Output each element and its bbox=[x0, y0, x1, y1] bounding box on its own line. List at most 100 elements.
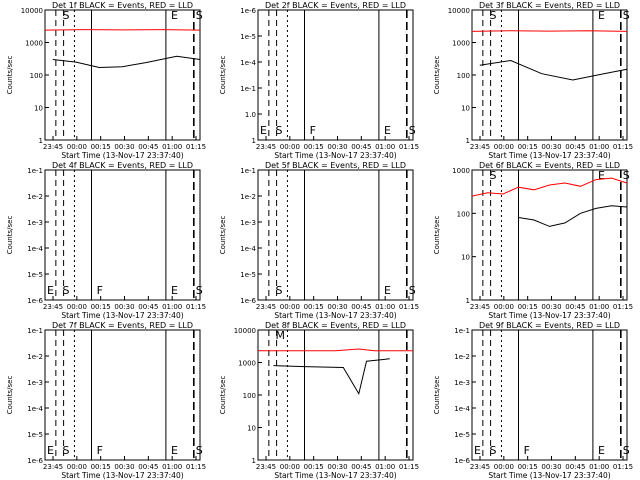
y-tick-label: 100 bbox=[243, 392, 256, 400]
marker-label: S bbox=[623, 444, 630, 457]
x-tick-label: 00:15 bbox=[518, 463, 538, 471]
x-tick-label: 00:00 bbox=[280, 303, 300, 311]
y-tick-label: 1e-4 bbox=[240, 59, 256, 67]
y-tick-label: 1e-3 bbox=[454, 379, 470, 387]
marker-label: S bbox=[63, 9, 70, 22]
y-tick-label: 1e-3 bbox=[27, 379, 43, 387]
x-tick-label: 00:45 bbox=[351, 463, 371, 471]
y-axis-label: Counts/sec bbox=[433, 216, 441, 255]
plot-frame bbox=[257, 329, 414, 461]
y-tick-label: 1e-2 bbox=[454, 353, 470, 361]
y-axis-label: Counts/sec bbox=[6, 216, 14, 255]
chart-title: Det 3f BLACK = Events, RED = LLD bbox=[479, 1, 620, 10]
y-tick-label: 1e-1 bbox=[27, 167, 43, 175]
y-tick-label: 10 bbox=[461, 105, 470, 113]
marker-label: E bbox=[474, 444, 481, 457]
y-tick-label: 1 bbox=[39, 137, 43, 145]
marker-label: E bbox=[384, 284, 391, 297]
marker-label: M bbox=[276, 329, 286, 342]
x-tick-label: 23:45 bbox=[470, 463, 490, 471]
marker-label: S bbox=[276, 124, 283, 137]
y-tick-label: 1e-2 bbox=[27, 353, 43, 361]
chart-panel-2: Det 2f BLACK = Events, RED = LLD Counts/s… bbox=[219, 1, 419, 160]
x-tick-label: 01:00 bbox=[589, 143, 609, 151]
x-tick-label: 23:45 bbox=[256, 303, 276, 311]
y-tick-label: 1e-4 bbox=[27, 405, 43, 413]
y-tick-label: 1000 bbox=[25, 40, 43, 48]
y-tick-label: 10000 bbox=[448, 7, 470, 15]
x-tick-label: 00:45 bbox=[565, 463, 585, 471]
chart-title: Det 1f BLACK = Events, RED = LLD bbox=[52, 1, 193, 10]
x-tick-label: 00:15 bbox=[304, 303, 324, 311]
chart-panel-5: Det 5f BLACK = Events, RED = LLD Counts/s… bbox=[219, 161, 419, 320]
x-tick-label: 01:15 bbox=[186, 303, 206, 311]
x-tick-label: 01:15 bbox=[186, 143, 206, 151]
y-tick-label: 1e-5 bbox=[240, 271, 256, 279]
marker-label: E bbox=[260, 124, 267, 137]
y-tick-label: 1e-1 bbox=[27, 327, 43, 335]
x-tick-label: 00:00 bbox=[494, 463, 514, 471]
x-tick-label: 00:30 bbox=[327, 463, 347, 471]
x-tick-label: 00:30 bbox=[327, 303, 347, 311]
plot-frame bbox=[44, 329, 201, 461]
x-tick-label: 00:45 bbox=[138, 143, 158, 151]
x-tick-label: 00:30 bbox=[541, 303, 561, 311]
series-line bbox=[273, 358, 390, 396]
x-tick-label: 00:45 bbox=[138, 303, 158, 311]
plot-frame bbox=[257, 169, 414, 301]
x-tick-label: 00:45 bbox=[565, 143, 585, 151]
y-tick-label: 1e-6 bbox=[240, 297, 256, 305]
marker-label: F bbox=[97, 444, 103, 457]
plot-frame bbox=[44, 169, 201, 301]
x-tick-label: 00:00 bbox=[494, 143, 514, 151]
y-tick-label: 1e-1 bbox=[240, 167, 256, 175]
x-tick-label: 00:15 bbox=[91, 143, 111, 151]
x-tick-label: 00:00 bbox=[67, 143, 87, 151]
marker-label: E bbox=[384, 124, 391, 137]
x-tick-label: 00:45 bbox=[351, 303, 371, 311]
chart-panel-8: Det 8f BLACK = Events, RED = LLD Counts/s… bbox=[219, 321, 419, 480]
x-tick-label: 23:45 bbox=[256, 463, 276, 471]
x-tick-label: 00:15 bbox=[518, 303, 538, 311]
x-tick-label: 01:15 bbox=[613, 463, 633, 471]
y-axis-label: Counts/sec bbox=[433, 376, 441, 415]
y-tick-label: 10000 bbox=[21, 7, 43, 15]
x-axis-label: Start Time (13-Nov-17 23:37:40) bbox=[488, 471, 610, 480]
y-tick-label: 1e-3 bbox=[27, 219, 43, 227]
y-tick-label: 1e-5 bbox=[27, 271, 43, 279]
marker-label: S bbox=[196, 444, 203, 457]
y-tick-label: 1.0 bbox=[245, 111, 256, 119]
x-axis-label: Start Time (13-Nov-17 23:37:40) bbox=[488, 151, 610, 160]
series-line bbox=[471, 30, 628, 32]
chart-title: Det 7f BLACK = Events, RED = LLD bbox=[52, 321, 193, 330]
marker-label: E bbox=[171, 284, 178, 297]
y-tick-label: 1 bbox=[252, 137, 256, 145]
x-tick-label: 00:00 bbox=[494, 303, 514, 311]
x-tick-label: 00:45 bbox=[565, 303, 585, 311]
y-tick-label: 1e-4 bbox=[27, 245, 43, 253]
x-tick-label: 00:30 bbox=[541, 143, 561, 151]
x-tick-label: 01:00 bbox=[162, 303, 182, 311]
x-tick-label: 23:45 bbox=[256, 143, 276, 151]
x-tick-label: 01:15 bbox=[613, 303, 633, 311]
marker-label: S bbox=[490, 9, 497, 22]
x-axis-label: Start Time (13-Nov-17 23:37:40) bbox=[274, 471, 396, 480]
marker-label: F bbox=[97, 284, 103, 297]
x-tick-label: 00:30 bbox=[541, 463, 561, 471]
y-tick-label: 1000 bbox=[452, 40, 470, 48]
y-tick-label: 1000 bbox=[238, 360, 256, 368]
y-tick-label: 1000 bbox=[452, 167, 470, 175]
chart-title: Det 6f BLACK = Events, RED = LLD bbox=[479, 161, 620, 170]
y-axis-label: Counts/sec bbox=[219, 376, 227, 415]
x-tick-label: 01:00 bbox=[375, 303, 395, 311]
chart-title: Det 5f BLACK = Events, RED = LLD bbox=[265, 161, 406, 170]
x-axis-label: Start Time (13-Nov-17 23:37:40) bbox=[61, 311, 183, 320]
marker-label: S bbox=[490, 169, 497, 182]
chart-panel-4: Det 4f BLACK = Events, RED = LLD Counts/s… bbox=[6, 161, 206, 320]
y-tick-label: 1e-4 bbox=[240, 245, 256, 253]
series-line bbox=[44, 29, 201, 31]
x-tick-label: 01:15 bbox=[186, 463, 206, 471]
y-tick-label: 1e-3 bbox=[240, 219, 256, 227]
plot-frame bbox=[257, 9, 414, 141]
